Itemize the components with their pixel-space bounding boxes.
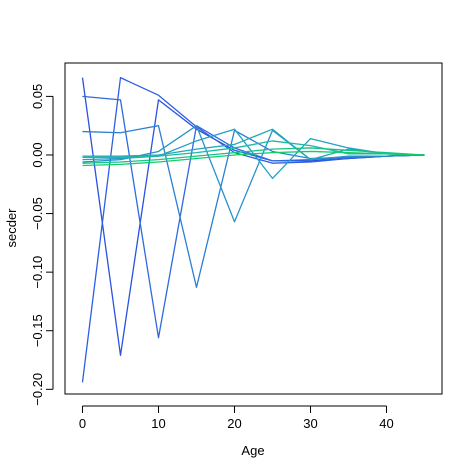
plot-box [64, 62, 443, 395]
y-tick-label: −0.05 [30, 197, 45, 230]
x-tick-label: 20 [227, 416, 241, 431]
x-axis: 0 10 20 30 40 [79, 405, 394, 431]
series-line-2 [81, 77, 425, 383]
series-line-9 [82, 147, 425, 164]
x-tick-label: 40 [379, 416, 393, 431]
y-tick-label: −0.20 [30, 373, 45, 406]
x-tick-label: 30 [303, 416, 317, 431]
x-tick-label: 10 [151, 416, 165, 431]
series-line-3 [82, 95, 425, 339]
series-line-10 [82, 150, 425, 167]
x-axis-label: Age [241, 443, 264, 458]
series-line-1 [81, 77, 425, 356]
x-tick-label: 0 [79, 416, 86, 431]
y-axis: 0.05 0.00 −0.05 −0.10 −0.15 −0.20 [30, 84, 54, 406]
y-tick-label: −0.10 [30, 256, 45, 289]
series-line-5 [82, 125, 425, 223]
series-layer [81, 77, 425, 383]
y-axis-label: secder [4, 208, 19, 248]
y-tick-label: 0.05 [30, 84, 45, 109]
y-tick-label: −0.15 [30, 314, 45, 347]
y-tick-label: 0.00 [30, 142, 45, 167]
